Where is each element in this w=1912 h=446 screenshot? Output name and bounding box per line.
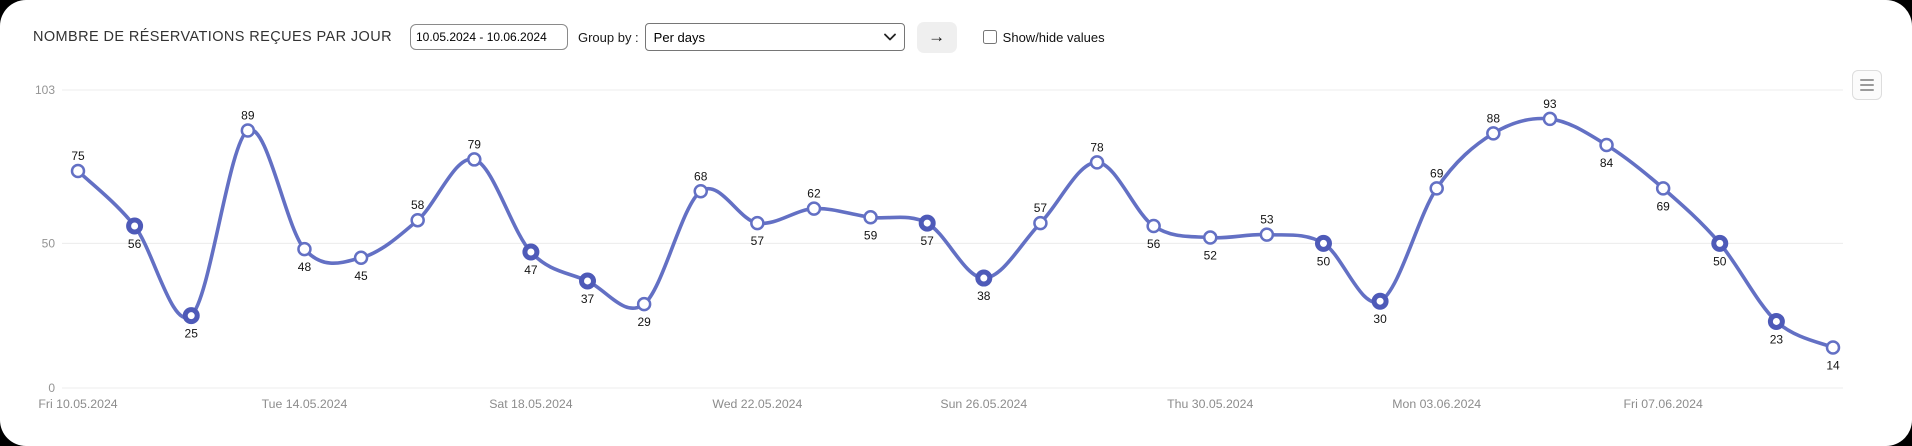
x-axis-tick-label: Fri 07.06.2024: [1624, 397, 1703, 411]
group-by-select[interactable]: Per days: [644, 23, 905, 51]
chart-toolbar: NOMBRE DE RÉSERVATIONS REÇUES PAR JOUR G…: [33, 12, 1105, 62]
data-point[interactable]: [240, 123, 256, 138]
date-range-input[interactable]: [409, 24, 568, 50]
x-axis-tick-label: Thu 30.05.2024: [1167, 397, 1253, 411]
data-point-value-label: 57: [751, 234, 765, 248]
data-point[interactable]: [1711, 234, 1729, 252]
data-point-value-label: 89: [241, 109, 255, 123]
apply-date-range-button[interactable]: →: [916, 21, 957, 53]
arrow-right-icon: →: [928, 27, 946, 46]
data-point-value-label: 50: [1317, 254, 1331, 268]
data-point[interactable]: [863, 210, 878, 225]
data-point-value-label: 68: [694, 169, 708, 183]
data-point[interactable]: [1203, 230, 1218, 245]
data-point[interactable]: [297, 241, 312, 257]
data-point-value-label: 25: [185, 327, 199, 341]
data-point[interactable]: [467, 152, 482, 167]
data-point-value-label: 23: [1770, 332, 1784, 346]
data-point[interactable]: [806, 201, 822, 216]
x-axis-tick-label: Wed 22.05.2024: [712, 397, 802, 411]
data-point-value-label: 45: [354, 269, 368, 283]
data-point[interactable]: [1146, 218, 1161, 234]
data-point-value-label: 53: [1260, 213, 1274, 227]
x-axis-tick-label: Tue 14.05.2024: [262, 397, 348, 411]
show-hide-values-checkbox[interactable]: [982, 30, 997, 44]
data-point-value-label: 78: [1090, 140, 1104, 154]
data-point[interactable]: [1542, 111, 1558, 127]
x-axis-tick-label: Fri 10.05.2024: [38, 397, 117, 411]
data-point-value-label: 30: [1373, 312, 1387, 326]
data-point[interactable]: [1825, 340, 1841, 355]
x-axis-tick-label: Sat 18.05.2024: [489, 397, 573, 411]
data-point[interactable]: [918, 214, 936, 232]
data-point-value-label: 14: [1826, 358, 1840, 372]
data-point-value-label: 59: [864, 228, 878, 242]
data-point[interactable]: [579, 272, 597, 290]
data-point-value-label: 69: [1430, 166, 1444, 180]
data-point[interactable]: [1429, 181, 1444, 196]
data-point[interactable]: [1259, 227, 1275, 242]
data-point-value-label: 52: [1204, 249, 1218, 263]
data-point[interactable]: [410, 212, 425, 228]
line-series-path: [76, 116, 1835, 350]
data-point-value-label: 75: [71, 149, 85, 163]
data-point-value-label: 57: [921, 234, 935, 248]
data-point-value-label: 47: [524, 263, 538, 277]
data-point-value-label: 62: [807, 187, 821, 201]
data-point-value-label: 56: [128, 237, 142, 251]
data-point[interactable]: [636, 296, 652, 312]
data-point[interactable]: [1371, 292, 1389, 310]
data-point[interactable]: [693, 184, 708, 199]
data-point[interactable]: [1767, 312, 1785, 330]
data-point[interactable]: [182, 307, 200, 325]
data-point[interactable]: [522, 243, 540, 261]
data-point-value-label: 58: [411, 198, 425, 212]
data-point[interactable]: [1486, 126, 1501, 141]
show-hide-values-label: Show/hide values: [1002, 29, 1105, 45]
data-point[interactable]: [126, 217, 144, 235]
data-point[interactable]: [1089, 155, 1105, 170]
data-point[interactable]: [975, 269, 993, 287]
x-axis-tick-label: Sun 26.05.2024: [940, 397, 1027, 411]
x-axis-tick-label: Mon 03.06.2024: [1392, 397, 1481, 411]
data-point[interactable]: [1033, 215, 1048, 231]
data-point-value-label: 93: [1543, 97, 1557, 111]
group-by-select-el[interactable]: Per days: [644, 23, 905, 51]
data-point-value-label: 48: [298, 260, 312, 274]
data-point[interactable]: [750, 215, 765, 231]
data-point[interactable]: [1599, 137, 1614, 153]
data-point[interactable]: [353, 250, 369, 266]
data-point-value-label: 69: [1656, 199, 1670, 213]
data-point[interactable]: [70, 163, 86, 179]
data-point-value-label: 37: [581, 292, 595, 306]
data-point-value-label: 56: [1147, 237, 1161, 251]
data-point[interactable]: [1314, 234, 1332, 252]
data-point-value-label: 50: [1713, 254, 1727, 268]
data-point-value-label: 84: [1600, 156, 1614, 170]
page-title: NOMBRE DE RÉSERVATIONS REÇUES PAR JOUR: [33, 29, 392, 45]
data-point-value-label: 57: [1034, 201, 1048, 215]
y-axis-tick-label: 50: [42, 236, 56, 250]
group-by-label: Group by :: [577, 29, 639, 45]
y-axis-tick-label: 103: [35, 83, 55, 97]
data-point[interactable]: [1655, 181, 1671, 196]
data-point-value-label: 79: [468, 137, 482, 151]
show-hide-values-toggle[interactable]: Show/hide values: [982, 29, 1105, 45]
y-axis-tick-label: 0: [48, 381, 55, 395]
data-point-value-label: 88: [1487, 111, 1501, 125]
data-point-value-label: 29: [637, 315, 651, 329]
chart-menu-button[interactable]: [1852, 70, 1882, 100]
data-point-value-label: 38: [977, 289, 991, 303]
